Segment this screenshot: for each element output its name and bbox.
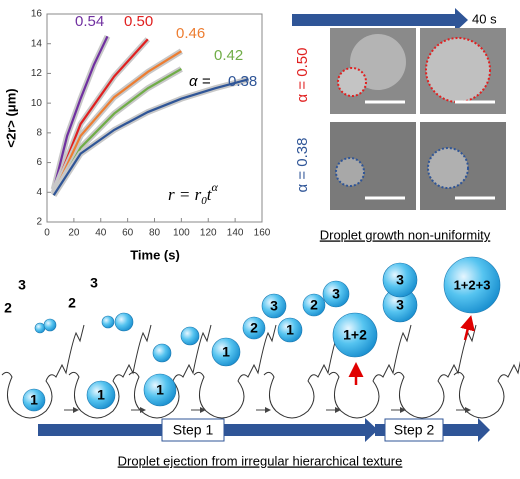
x-tick-label: 0 [44, 228, 50, 239]
alpha-label: α = [189, 73, 211, 90]
surface [328, 324, 412, 419]
droplet-label: 2 [4, 300, 12, 316]
micrographs [330, 28, 506, 210]
droplet-label: 3 [332, 286, 340, 302]
series-line [52, 35, 109, 190]
y-tick-label: 6 [36, 157, 42, 168]
droplet [86, 380, 116, 410]
step-label: Step 1 [173, 422, 214, 438]
droplet-label: 2 [250, 320, 258, 336]
surface [128, 324, 212, 419]
legend-label: 0.46 [176, 25, 205, 42]
x-tick-label: 100 [173, 228, 190, 239]
x-tick-label: 140 [227, 228, 244, 239]
droplet-label: 1 [156, 382, 164, 398]
droplet-label: 1 [286, 322, 294, 338]
legend-label: 0.54 [75, 13, 104, 30]
step-label: Step 2 [394, 422, 435, 438]
eject-arrow [460, 315, 475, 341]
surface [1, 324, 85, 419]
plot-frame [46, 13, 263, 223]
step-box [384, 418, 444, 442]
droplet-label: 3 [18, 277, 26, 293]
droplet [180, 326, 200, 346]
legend-label: 0.42 [214, 47, 243, 64]
droplet [332, 312, 378, 358]
series-line [52, 50, 182, 195]
droplet [22, 388, 46, 412]
y-tick-label: 12 [31, 68, 43, 79]
droplet [143, 373, 177, 407]
droplet [277, 317, 303, 343]
droplet [322, 280, 350, 308]
row-label: α = 0.50 [294, 48, 311, 103]
droplet [34, 322, 46, 334]
droplet [152, 343, 172, 363]
droplet [101, 315, 115, 329]
surface [68, 324, 152, 419]
surface [263, 324, 347, 419]
y-tick-label: 16 [31, 9, 43, 20]
droplet-label: 2 [310, 297, 318, 313]
caption: Droplet ejection from irregular hierarch… [118, 453, 403, 468]
droplet [43, 318, 57, 332]
droplet-label: 3 [90, 275, 98, 291]
droplet-label: 3 [396, 272, 404, 288]
formula-part: r = r [168, 185, 202, 204]
x-tick-label: 160 [254, 228, 271, 239]
legend-label: 0.50 [124, 13, 153, 30]
y-tick-label: 8 [36, 127, 42, 138]
droplet-label: 1 [97, 387, 105, 403]
droplet-label: 3 [396, 297, 404, 313]
y-axis-label: <2r> (μm) [3, 88, 18, 147]
time-arrow [292, 8, 468, 32]
legend-label: 0.38 [228, 73, 257, 90]
formula-part: α [211, 180, 218, 194]
y-tick-label: 14 [31, 38, 43, 49]
series-line [52, 68, 182, 196]
time-label: 40 s [472, 11, 497, 26]
droplet-label: 3 [270, 298, 278, 314]
x-tick-label: 60 [122, 228, 134, 239]
droplet [114, 312, 134, 332]
series-halo [51, 66, 183, 197]
step-box [161, 418, 225, 442]
droplet [211, 337, 241, 367]
droplet-label: 2 [68, 295, 76, 311]
row-label: α = 0.38 [294, 138, 311, 193]
droplet [242, 316, 266, 340]
series-line [52, 78, 249, 196]
y-tick-label: 10 [31, 98, 43, 109]
y-tick-label: 2 [36, 217, 42, 228]
x-tick-label: 120 [200, 228, 217, 239]
droplet-label: 1 [222, 344, 230, 360]
formula-part: 0 [201, 195, 207, 207]
droplet-label: 1 [30, 392, 38, 408]
droplet [302, 293, 326, 317]
droplet [443, 256, 501, 314]
droplet-label: 1+2 [343, 327, 367, 343]
droplet [261, 293, 287, 319]
formula-part: t [207, 185, 213, 204]
y-tick-label: 4 [36, 187, 42, 198]
surface [193, 324, 277, 419]
x-axis-label: Time (s) [130, 247, 180, 262]
x-tick-label: 40 [95, 228, 107, 239]
surface [393, 324, 477, 419]
droplet [382, 262, 418, 298]
formula: r = r0tα [168, 180, 218, 207]
x-tick-label: 20 [68, 228, 80, 239]
surface [453, 360, 520, 419]
x-tick-label: 80 [149, 228, 161, 239]
caption: Droplet growth non-uniformity [320, 227, 491, 242]
droplet-label: 1+2+3 [454, 277, 491, 292]
